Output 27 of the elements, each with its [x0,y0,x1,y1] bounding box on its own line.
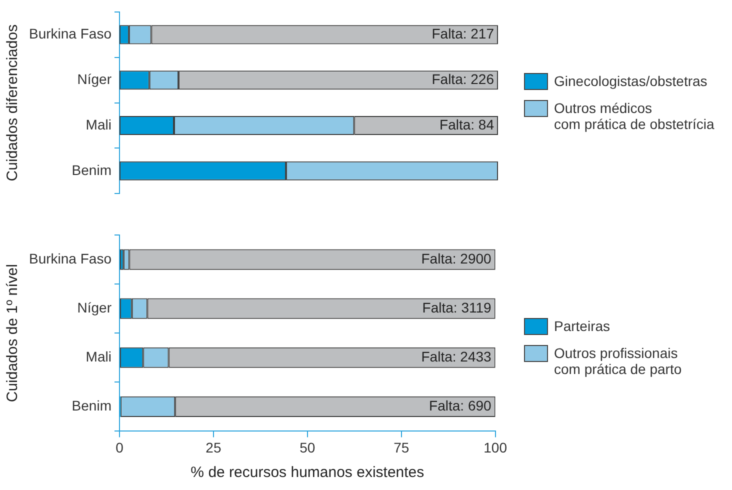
y-tick-label: Burkina Faso [29,26,112,42]
annotation: Falta: 690 [429,398,492,414]
x-axis-title: % de recursos humanos existentes [190,464,424,482]
y-tick-label: Benim [72,398,112,414]
x-tick-label: 100 [484,439,508,456]
y-tick-label: Burkina Faso [29,250,112,266]
y-tick-label: Níger [77,70,112,87]
legend-label: Parteiras [554,318,610,334]
y-tick-label: Benim [72,162,112,178]
annotation: Falta: 84 [440,116,494,132]
y-tick-label: Mali [86,116,112,132]
x-tick-label: 25 [206,439,222,456]
x-tick-label: 75 [394,439,410,456]
annotation: Falta: 226 [432,70,494,87]
annotation: Falta: 217 [432,26,494,42]
y-axis-title: Cuidados diferenciados [4,24,22,182]
legend-label: Outros profissionais com prática de parto [554,345,682,377]
annotation: Falta: 2433 [421,348,492,364]
x-tick-label: 0 [116,439,124,456]
y-tick-label: Níger [77,299,112,316]
annotation: Falta: 2900 [421,250,492,266]
x-tick-label: 50 [300,439,316,456]
annotation: Falta: 3119 [422,299,492,316]
y-tick-label: Mali [86,348,112,364]
y-axis-title: Cuidados de 1º nível [4,264,22,402]
legend-label: Ginecologistas/obstetras [554,73,708,89]
legend-label: Outros médicos com prática de obstetrícia [554,100,714,132]
